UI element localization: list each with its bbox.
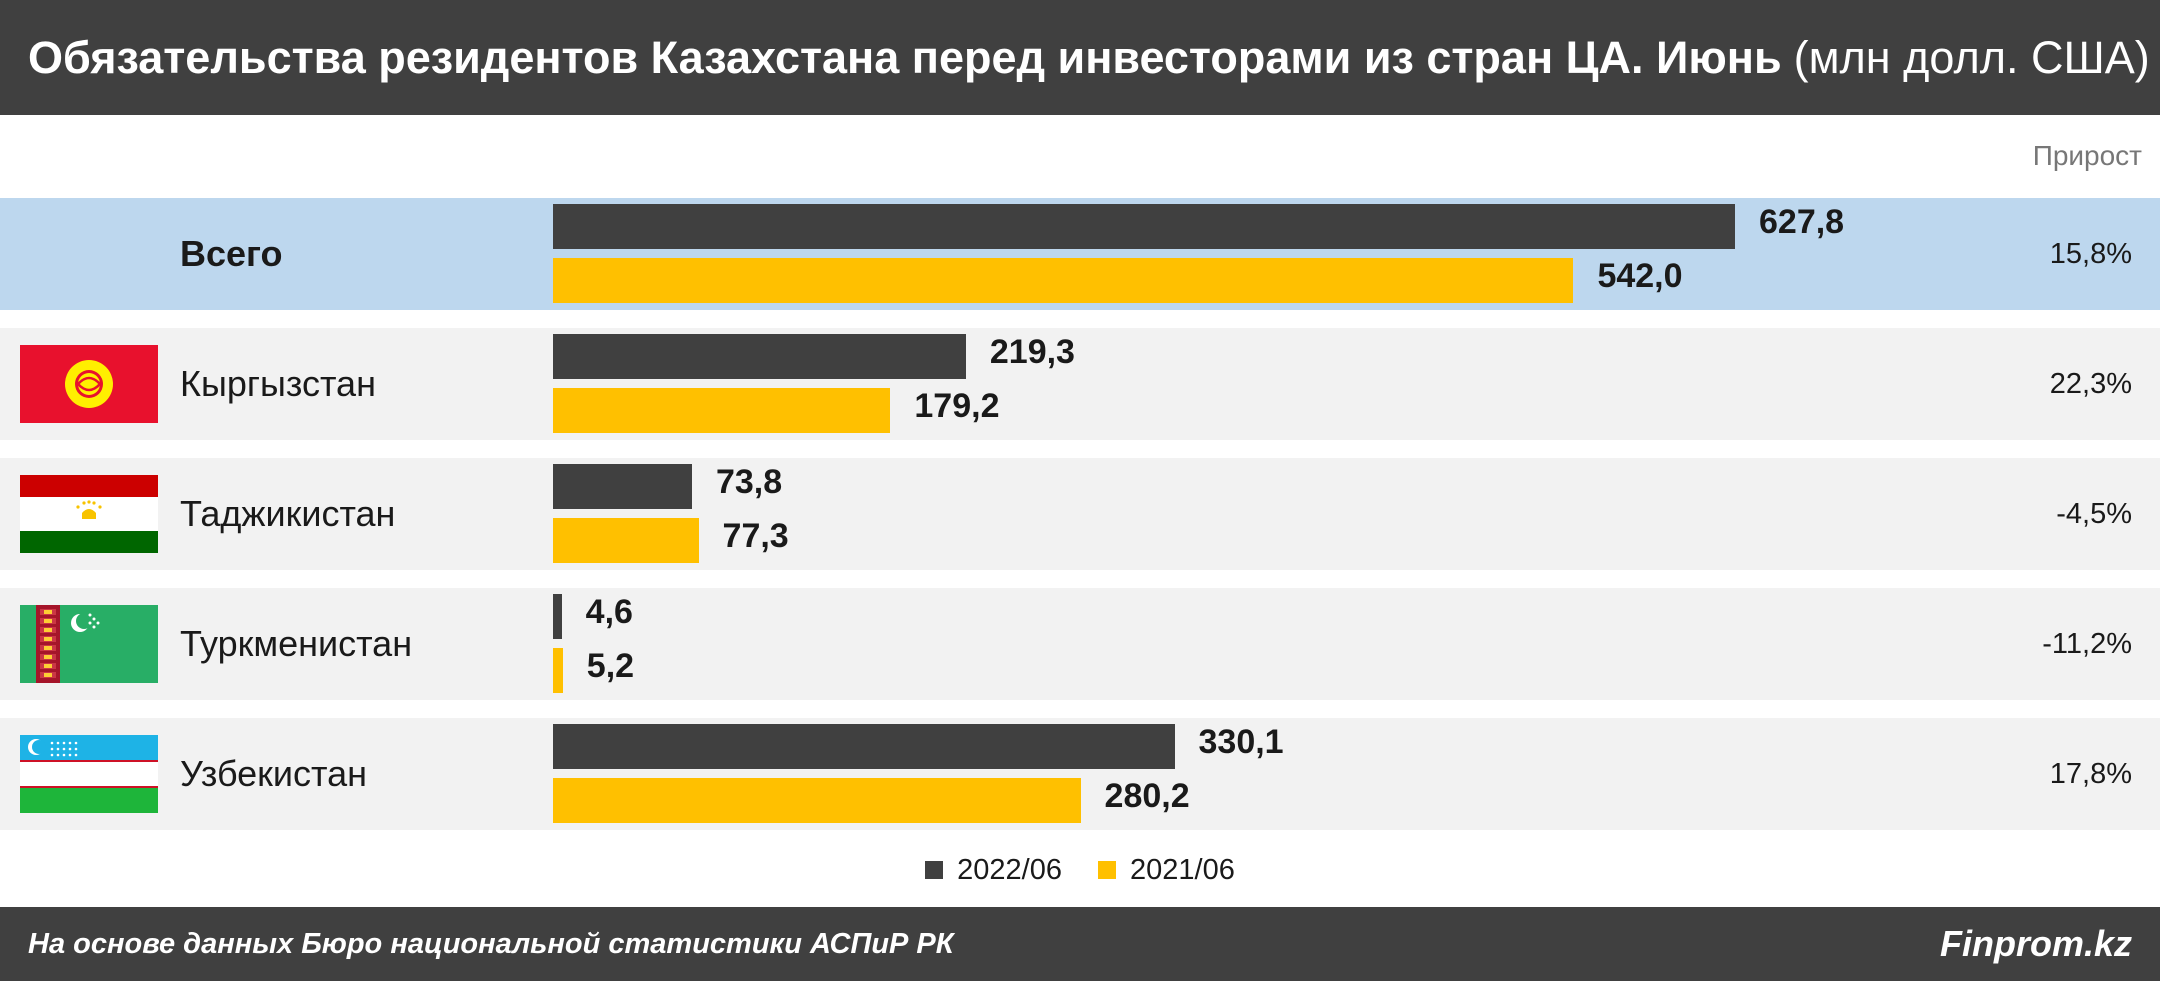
legend-label-2022: 2022/06 (957, 853, 1062, 886)
bar-value-label: 4,6 (585, 593, 633, 631)
legend-label-2021: 2021/06 (1130, 853, 1235, 886)
bar-2021-06 (553, 778, 1081, 823)
chart-header: Обязательства резидентов Казахстана пере… (0, 0, 2160, 115)
bar-2022-06 (553, 594, 562, 639)
category-label: Кыргызстан (180, 363, 376, 404)
category-label: Туркменистан (180, 623, 413, 664)
row-background (0, 588, 2160, 700)
bar-2021-06 (553, 258, 1574, 303)
bar-2022-06 (553, 464, 692, 509)
growth-value: 17,8% (2049, 758, 2132, 790)
bar-2022-06 (553, 204, 1735, 249)
legend-swatch-2021 (1098, 861, 1116, 879)
kyrgyzstan-flag-icon (20, 345, 158, 423)
bar-2022-06 (553, 334, 966, 379)
legend: 2022/06 2021/06 (0, 852, 2160, 888)
bar-2021-06 (553, 648, 563, 693)
growth-column-header: Прирост (2032, 140, 2142, 171)
growth-value: 22,3% (2049, 368, 2132, 400)
footer: На основе данных Бюро национальной стати… (0, 907, 2160, 981)
bar-value-label: 627,8 (1759, 203, 1845, 241)
source-note: На основе данных Бюро национальной стати… (28, 927, 954, 960)
growth-value: 15,8% (2049, 238, 2132, 270)
legend-swatch-2022 (925, 861, 944, 879)
growth-value: -4,5% (2056, 498, 2132, 530)
bar-value-label: 77,3 (722, 517, 789, 555)
bar-value-label: 179,2 (914, 387, 1000, 425)
row-background (0, 458, 2160, 570)
category-label: Всего (180, 233, 283, 274)
bar-value-label: 280,2 (1104, 777, 1190, 815)
bar-2022-06 (553, 724, 1175, 769)
tajikistan-flag-icon (20, 475, 158, 553)
category-label: Узбекистан (180, 753, 368, 794)
bar-value-label: 219,3 (989, 333, 1075, 371)
bar-2021-06 (553, 388, 891, 433)
bar-value-label: 542,0 (1597, 257, 1683, 295)
brand-logo: Finprom.kz (1939, 923, 2132, 964)
turkmenistan-flag-icon (20, 605, 158, 683)
bar-value-label: 73,8 (715, 463, 783, 501)
row-background (0, 328, 2160, 440)
bar-value-label: 330,1 (1198, 723, 1284, 761)
chart-title: Обязательства резидентов Казахстана пере… (28, 31, 1782, 83)
chart-unit: (млн долл. США) (1793, 31, 2150, 83)
legend-item-2022: 2022/06 (925, 854, 1062, 887)
growth-value: -11,2% (2042, 628, 2132, 660)
legend-item-2021: 2021/06 (1098, 854, 1235, 887)
bar-value-label: 5,2 (586, 647, 635, 685)
category-label: Таджикистан (180, 493, 396, 534)
bar-2021-06 (553, 518, 699, 563)
uzbekistan-flag-icon (20, 735, 158, 813)
